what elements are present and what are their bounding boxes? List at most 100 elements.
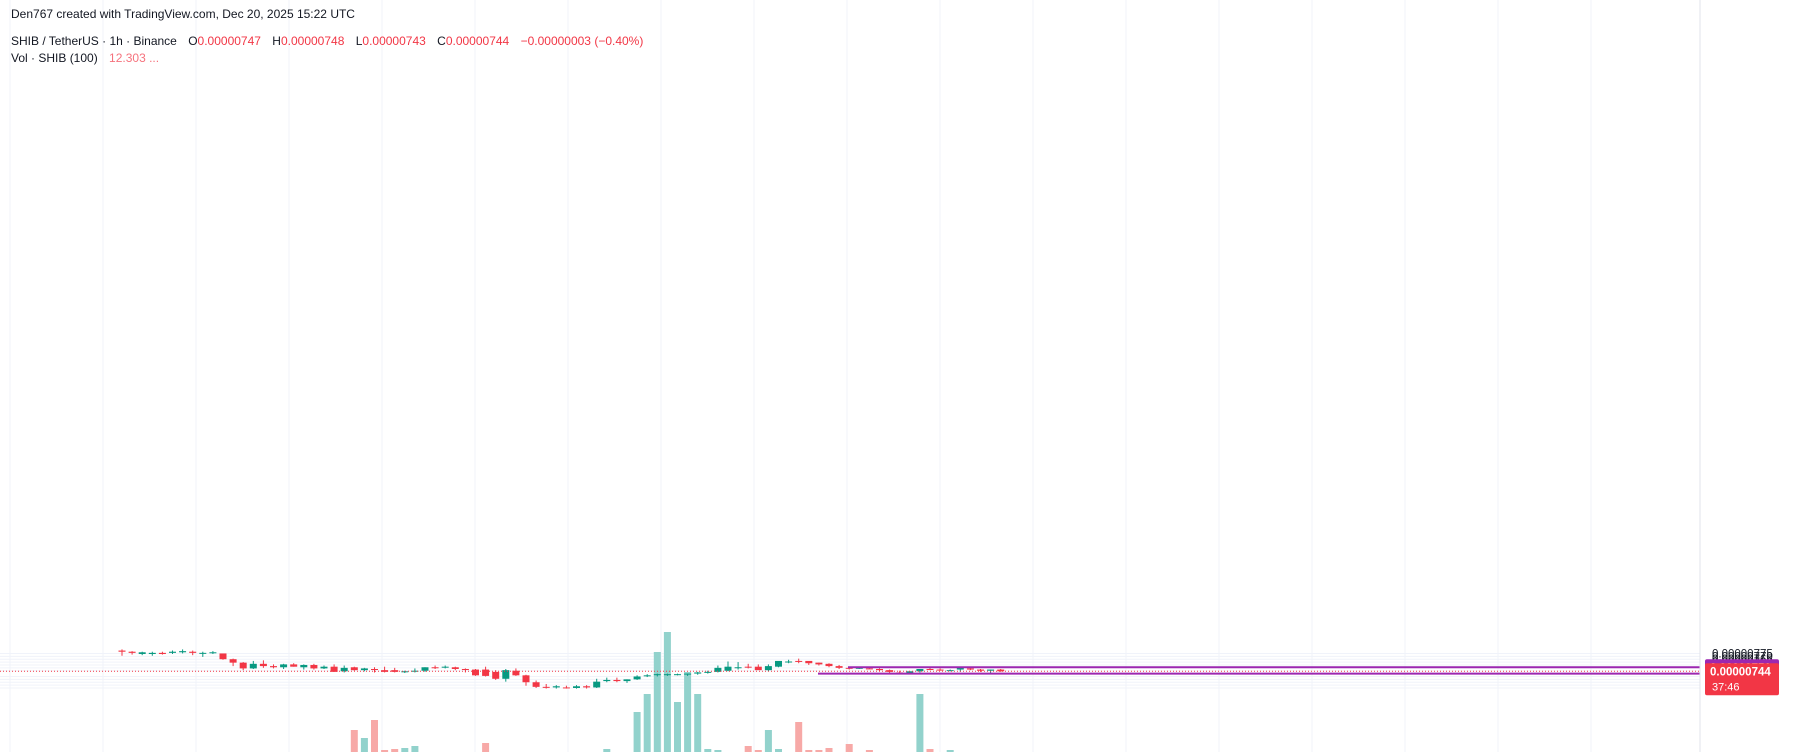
candle-body bbox=[724, 666, 732, 671]
candle-body bbox=[330, 666, 338, 672]
candle-body bbox=[199, 652, 207, 654]
candle-body bbox=[643, 675, 651, 677]
candle-body bbox=[148, 652, 156, 655]
volume-bar bbox=[714, 750, 722, 752]
volume-bar bbox=[825, 748, 833, 752]
candle-body bbox=[926, 668, 934, 670]
close-value: 0.00000744 bbox=[445, 34, 510, 48]
candle-body bbox=[906, 671, 914, 674]
candle-body bbox=[855, 667, 863, 669]
volume-bar bbox=[775, 749, 782, 752]
volume-bar bbox=[663, 632, 671, 752]
candle-body bbox=[674, 674, 681, 676]
candle-body bbox=[966, 668, 974, 670]
high-label: H bbox=[272, 34, 281, 48]
candle-body bbox=[340, 667, 348, 672]
candle-body bbox=[775, 660, 782, 667]
candle-body bbox=[472, 669, 479, 676]
volume-bar bbox=[744, 746, 752, 752]
volume-bar bbox=[865, 750, 873, 752]
low-label: L bbox=[355, 34, 363, 48]
volume-bar bbox=[916, 694, 924, 752]
volume-bars bbox=[350, 632, 954, 752]
candle-body bbox=[350, 667, 358, 671]
symbol-label[interactable]: SHIB / TetherUS · 1h · Binance bbox=[11, 34, 177, 48]
candle-body bbox=[492, 671, 500, 679]
candle-body bbox=[270, 666, 277, 668]
low-value: 0.00000743 bbox=[362, 34, 426, 48]
volume-bar bbox=[371, 720, 378, 752]
candle-body bbox=[865, 668, 873, 670]
candle-body bbox=[613, 679, 621, 682]
volume-bar bbox=[643, 694, 651, 752]
candle-body bbox=[158, 652, 166, 655]
volume-bar bbox=[795, 722, 803, 752]
volume-bar bbox=[633, 712, 641, 752]
price-axis[interactable]: 0.000007750.000007700.000007650.00000760… bbox=[1699, 0, 1773, 752]
volume-bar bbox=[754, 750, 762, 752]
candle-body bbox=[138, 652, 146, 655]
candle-body bbox=[795, 660, 803, 662]
candle-body bbox=[845, 667, 853, 669]
candle-body bbox=[916, 668, 924, 672]
volume-value: 12.303 ... bbox=[109, 51, 160, 65]
candle-body bbox=[562, 687, 570, 689]
candle-body bbox=[573, 686, 580, 688]
candle-body bbox=[532, 682, 540, 687]
candle-body bbox=[522, 675, 530, 683]
candle-body bbox=[714, 667, 722, 672]
candle-body bbox=[451, 667, 459, 669]
volume-bar bbox=[694, 694, 702, 752]
candle-body bbox=[552, 686, 560, 688]
volume-label[interactable]: Vol · SHIB (100) bbox=[11, 51, 98, 65]
candle-body bbox=[259, 663, 267, 667]
candle-body bbox=[653, 674, 661, 676]
candle-body bbox=[209, 652, 217, 654]
candle-body bbox=[956, 667, 964, 670]
candle-body bbox=[663, 674, 671, 676]
candle-body bbox=[734, 667, 742, 669]
candle-body bbox=[300, 664, 308, 668]
volume-bar bbox=[411, 746, 419, 752]
candle-body bbox=[249, 663, 257, 669]
candle-body bbox=[785, 661, 793, 663]
candle-body bbox=[229, 659, 237, 663]
volume-bar bbox=[704, 749, 712, 752]
candle-body bbox=[704, 671, 712, 673]
candle-body bbox=[179, 651, 187, 653]
candle-body bbox=[290, 664, 298, 667]
volume-bar bbox=[401, 748, 409, 752]
volume-bar bbox=[360, 738, 368, 752]
candle-body bbox=[876, 668, 883, 671]
horizontal-levels[interactable] bbox=[0, 666, 1700, 675]
candle-body bbox=[371, 668, 378, 670]
candle-body bbox=[169, 651, 176, 653]
volume-bar bbox=[653, 652, 661, 752]
candle-body bbox=[542, 686, 550, 688]
candle-body bbox=[633, 676, 641, 680]
price-tick-label: 0.00000775 bbox=[1712, 648, 1773, 660]
candle-body bbox=[118, 650, 126, 652]
volume-bar bbox=[391, 749, 399, 752]
candle-body bbox=[441, 666, 449, 668]
candle-body bbox=[482, 669, 490, 676]
candle-body bbox=[583, 686, 591, 688]
volume-bar bbox=[381, 750, 389, 752]
candle-body bbox=[401, 671, 409, 673]
candle-body bbox=[280, 664, 288, 668]
candle-body bbox=[835, 666, 843, 668]
candle-body bbox=[431, 667, 439, 669]
volume-bar bbox=[946, 750, 954, 752]
candle-body bbox=[391, 670, 399, 672]
candle-body bbox=[320, 666, 328, 669]
candle-body bbox=[764, 666, 772, 671]
candle-body bbox=[239, 662, 247, 669]
candle-body bbox=[694, 672, 702, 674]
volume-bar bbox=[482, 743, 490, 752]
volume-bar bbox=[805, 750, 813, 752]
countdown-text: 37:46 bbox=[1712, 681, 1740, 693]
candle-body bbox=[623, 679, 631, 682]
close-label: C bbox=[437, 34, 446, 48]
candle-body bbox=[805, 660, 813, 664]
